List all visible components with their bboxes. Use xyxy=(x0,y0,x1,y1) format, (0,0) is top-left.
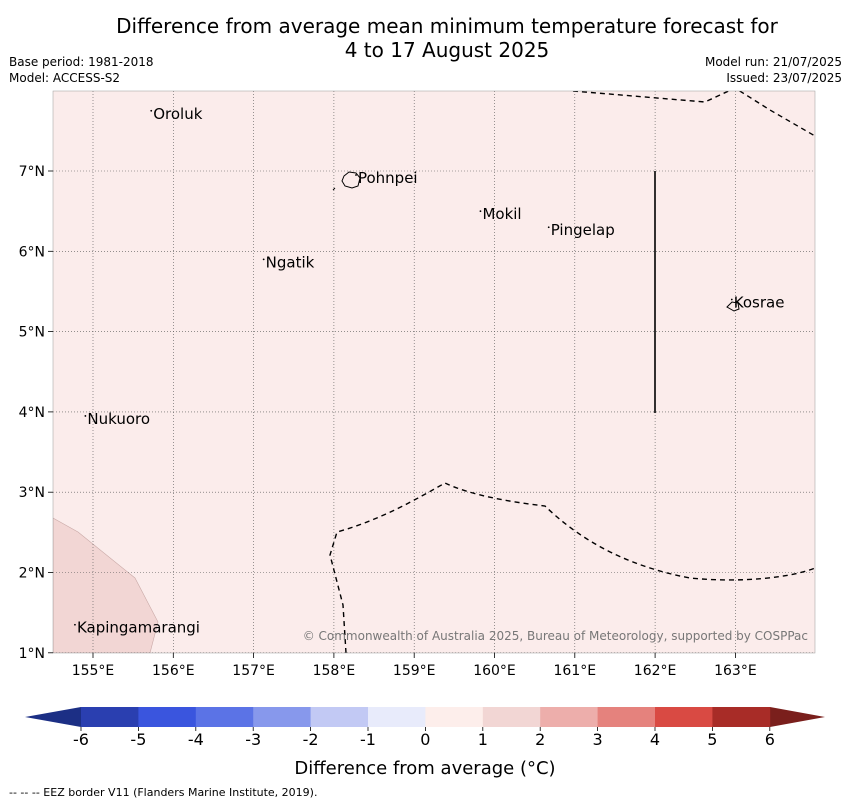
colorbar-segments xyxy=(81,707,771,727)
latitude-tick-label: 2°N xyxy=(19,566,45,582)
eez-border-south xyxy=(329,482,815,653)
place-label-mokil: Mokil xyxy=(482,205,521,223)
colorbar-segment xyxy=(597,707,656,727)
colorbar-segment xyxy=(138,707,197,727)
longitude-tick-label: 163°E xyxy=(714,663,757,679)
colorbar-tick-label: -2 xyxy=(303,730,319,749)
base-period: Base period: 1981-2018 xyxy=(9,55,154,69)
colorbar-extend-above xyxy=(770,707,825,727)
colorbar-tick-label: -3 xyxy=(245,730,261,749)
map-frame xyxy=(52,90,816,654)
colorbar-tick-label: -5 xyxy=(130,730,146,749)
colorbar-tick-label: 1 xyxy=(478,730,488,749)
pohnpei-island xyxy=(341,171,361,189)
colorbar-segment xyxy=(368,707,426,727)
longitude-tick-label: 161°E xyxy=(554,663,597,679)
title-line-2: 4 to 17 August 2025 xyxy=(344,38,550,62)
colorbar-tick-label: 4 xyxy=(650,730,660,749)
colorbar-tick-label: 2 xyxy=(535,730,545,749)
place-marker xyxy=(262,258,265,261)
map-title: Difference from average mean minimum tem… xyxy=(0,14,850,62)
place-marker xyxy=(84,415,87,417)
colorbar-segment xyxy=(540,707,598,727)
longitude-tick-label: 160°E xyxy=(473,663,516,679)
colorbar-segment xyxy=(310,707,369,727)
longitude-tick-label: 159°E xyxy=(393,663,436,679)
longitude-tick-label: 156°E xyxy=(152,663,195,679)
longitude-tick-label: 158°E xyxy=(313,663,356,679)
colorbar-segment xyxy=(712,707,771,727)
warm-anomaly-region xyxy=(53,517,159,653)
longitude-tick-label: 157°E xyxy=(232,663,275,679)
place-label-oroluk: Oroluk xyxy=(153,105,202,123)
place-label-kosrae: Kosrae xyxy=(734,294,785,312)
latitude-ticks: 7°N 6°N 5°N 4°N 3°N 2°N 1°N xyxy=(19,164,53,662)
latitude-tick-label: 1°N xyxy=(19,646,45,662)
place-label-kapingamarangi: Kapingamarangi xyxy=(77,619,200,637)
colorbar-extend-below xyxy=(25,707,81,727)
latitude-tick-label: 4°N xyxy=(19,405,45,421)
place-marker xyxy=(355,174,357,176)
meta-right: Model run: 21/07/2025 Issued: 23/07/2025 xyxy=(705,54,842,86)
place-label-nukuoro: Nukuoro xyxy=(87,410,150,428)
colorbar-segment xyxy=(655,707,713,727)
longitude-ticks: 155°E 156°E 157°E 158°E 159°E 160°E 161°E 162°E… xyxy=(72,653,757,679)
copyright-notice: © Commonwealth of Australia 2025, Bureau… xyxy=(303,629,808,643)
place-marker xyxy=(479,210,482,213)
meta-left: Base period: 1981-2018 Model: ACCESS-S2 xyxy=(9,54,154,86)
map-figure: Oroluk Pohnpei Mokil Pingelap Ngatik Kosrae Nu… xyxy=(19,90,825,779)
place-label-ngatik: Ngatik xyxy=(266,253,315,271)
colorbar-ticks: -6 -5 -4 -3 -2 -1 0 1 2 3 4 5 6 xyxy=(73,727,775,749)
title-line-1: Difference from average mean minimum tem… xyxy=(116,14,778,38)
colorbar-tick-label: 3 xyxy=(593,730,603,749)
place-marker xyxy=(547,226,550,229)
colorbar-segment xyxy=(195,707,254,727)
latitude-tick-label: 6°N xyxy=(19,244,45,260)
longitude-tick-label: 162°E xyxy=(634,663,677,679)
colorbar-tick-label: 0 xyxy=(420,730,430,749)
place-label-pingelap: Pingelap xyxy=(551,221,615,239)
latitude-tick-label: 5°N xyxy=(19,325,45,341)
place-label-pohnpei: Pohnpei xyxy=(358,169,418,187)
model-run: Model run: 21/07/2025 xyxy=(704,55,842,69)
colorbar-segment xyxy=(253,707,311,727)
eez-footnote: -- -- -- EEZ border V11 (Flanders Marine… xyxy=(9,786,318,799)
colorbar: -6 -5 -4 -3 -2 -1 0 1 2 3 4 5 6 Difference from aver… xyxy=(25,707,825,779)
colorbar-tick-label: -1 xyxy=(360,730,376,749)
latitude-tick-label: 7°N xyxy=(19,164,45,180)
colorbar-segment xyxy=(81,707,139,727)
colorbar-tick-label: -6 xyxy=(73,730,89,749)
colorbar-title: Difference from average (°C) xyxy=(294,758,555,779)
pohnpei-islet xyxy=(332,187,336,191)
place-marker xyxy=(74,623,76,626)
colorbar-tick-label: -4 xyxy=(188,730,204,749)
colorbar-segment xyxy=(482,707,541,727)
graticule xyxy=(53,91,815,653)
colorbar-tick-label: 6 xyxy=(765,730,775,749)
model-name: Model: ACCESS-S2 xyxy=(9,71,121,85)
colorbar-tick-label: 5 xyxy=(707,730,717,749)
place-labels: Oroluk Pohnpei Mokil Pingelap Ngatik Kosrae Nu… xyxy=(74,105,784,637)
kosrae-island xyxy=(726,301,740,312)
latitude-tick-label: 3°N xyxy=(19,485,45,501)
place-marker xyxy=(730,298,733,301)
longitude-tick-label: 155°E xyxy=(72,663,115,679)
colorbar-segment xyxy=(425,707,484,727)
place-marker xyxy=(150,109,153,112)
issued-date: Issued: 23/07/2025 xyxy=(726,71,842,85)
map-background xyxy=(53,91,815,653)
